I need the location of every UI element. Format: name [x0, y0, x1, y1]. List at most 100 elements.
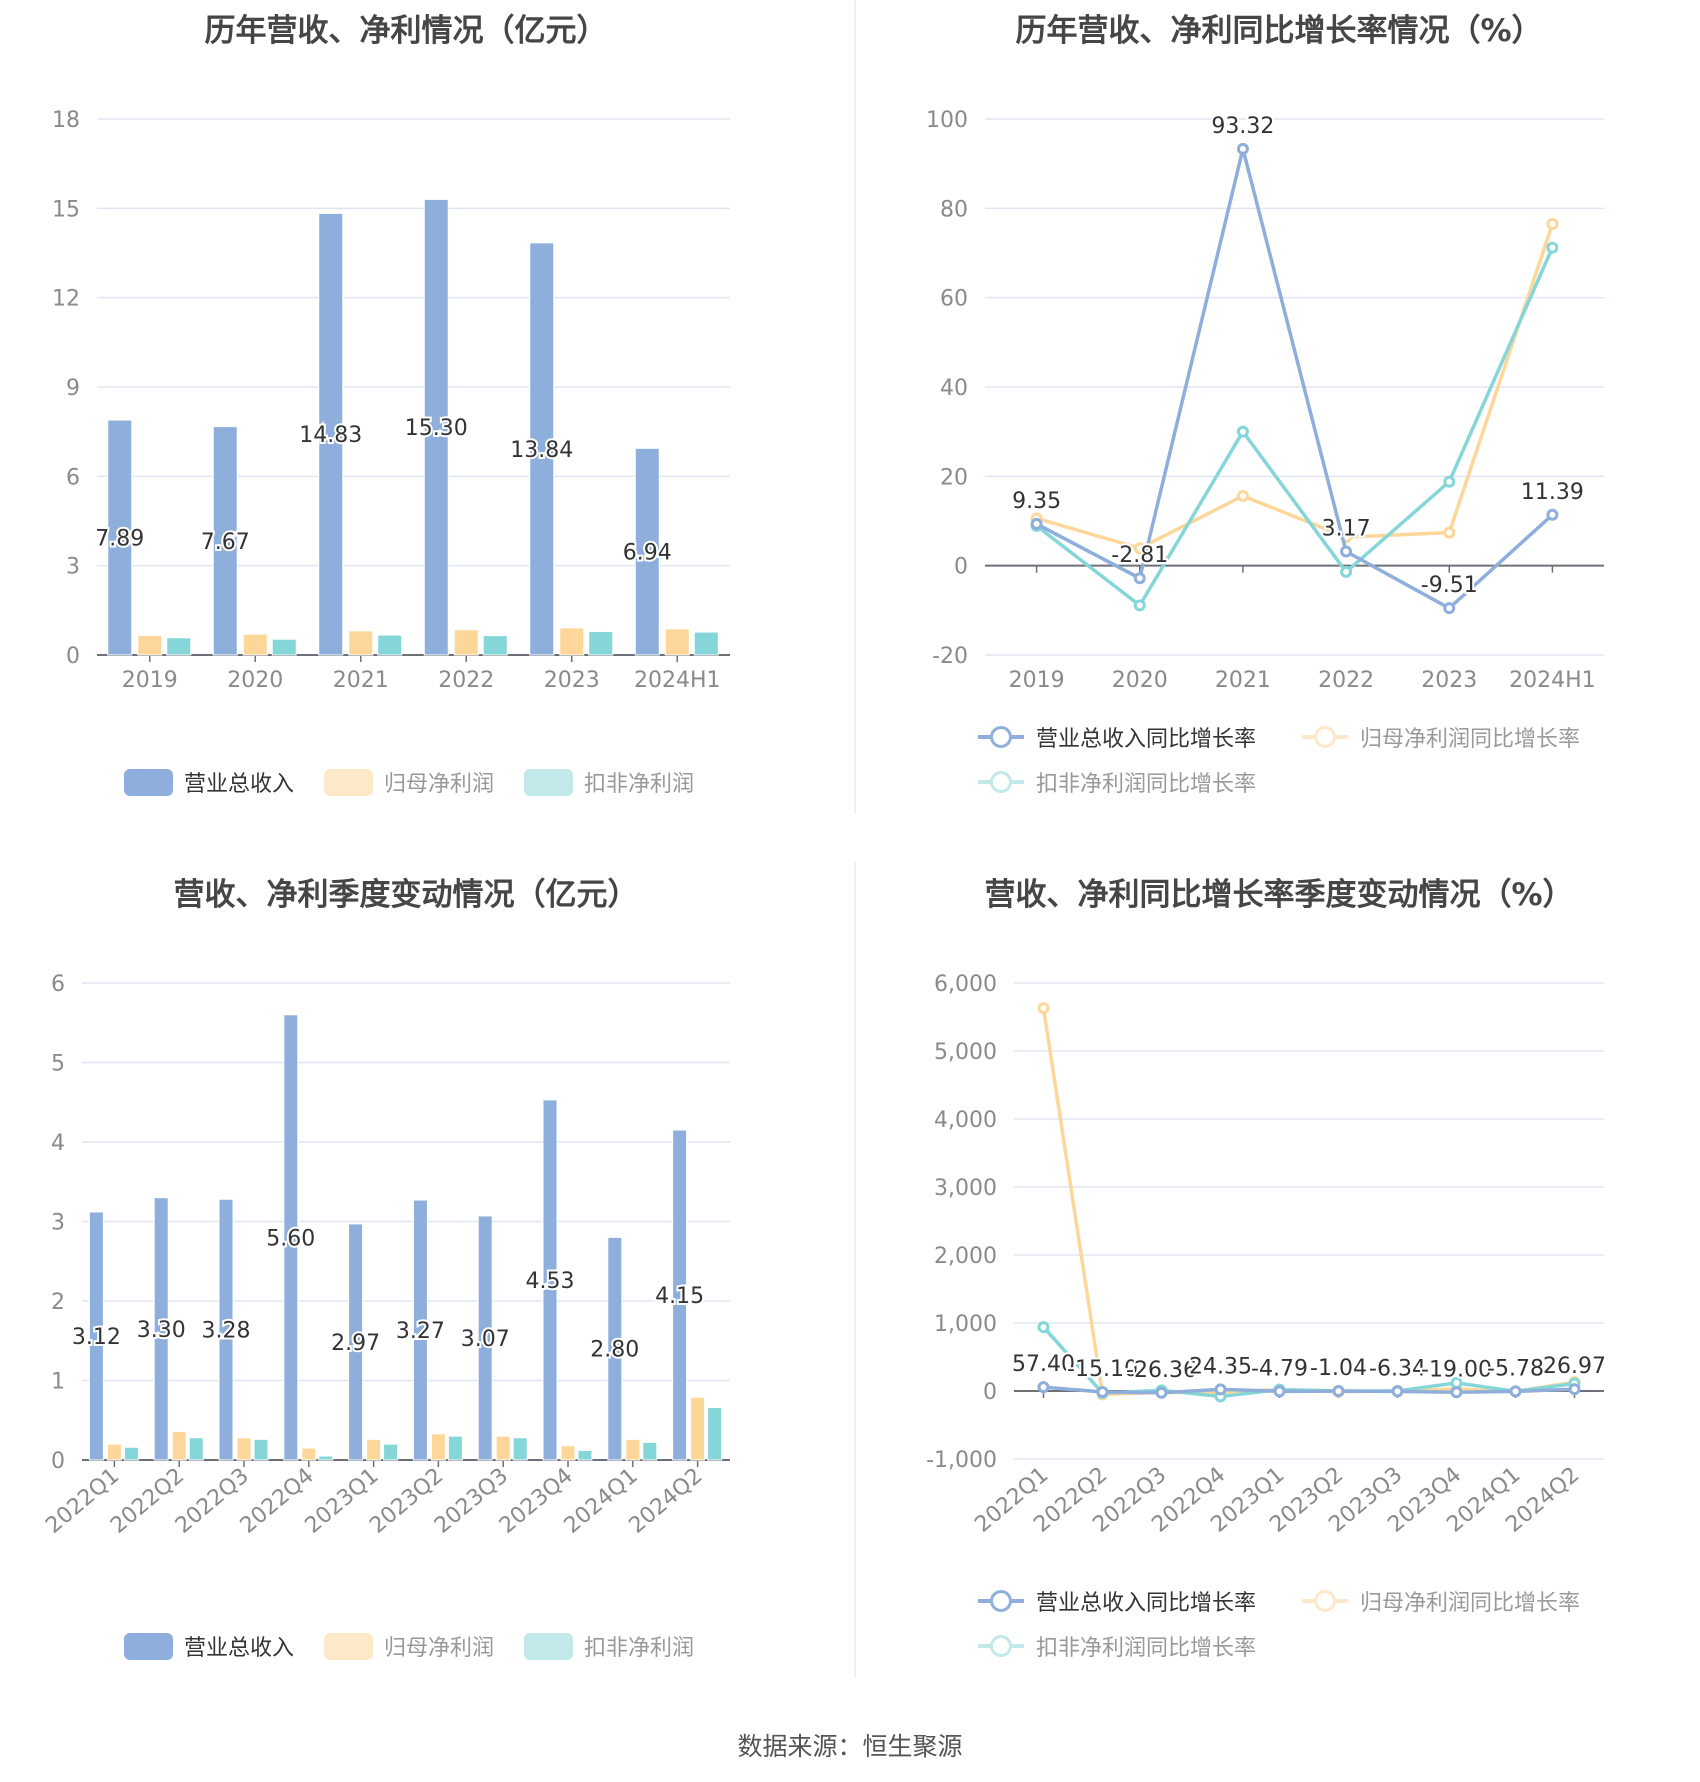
y-tick-label: 9 — [66, 376, 80, 401]
data-label: -6.34 — [1369, 1356, 1426, 1381]
y-tick-label: 3 — [66, 555, 80, 580]
bar-deducted-profit — [512, 1437, 528, 1461]
y-tick-label: 100 — [926, 108, 968, 133]
bar-revenue — [88, 1211, 104, 1461]
legend-label: 营业总收入 — [184, 772, 295, 797]
legend-label: 扣非净利润 — [584, 1636, 695, 1661]
bar-deducted-profit — [166, 637, 192, 656]
bar-deducted-profit — [447, 1435, 463, 1461]
data-label: 11.39 — [1521, 480, 1584, 505]
legend-revenue[interactable]: 营业总收入 — [124, 1630, 294, 1662]
legend-deducted-profit[interactable]: 扣非净利润 — [524, 1630, 694, 1662]
bar-net-profit — [236, 1437, 252, 1461]
legend-deducted-profit-growth[interactable]: 扣非净利润同比增长率 — [978, 1630, 1256, 1662]
bar-revenue — [477, 1215, 493, 1461]
line-point — [1030, 517, 1043, 530]
x-tick-label: 2024Q2 — [625, 1463, 708, 1538]
y-tick-label: 0 — [983, 1380, 997, 1405]
data-label: 14.83 — [299, 423, 362, 448]
y-tick-label: 5,000 — [934, 1040, 997, 1065]
line-point — [1546, 508, 1559, 521]
x-tick-label: 2023 — [1421, 668, 1477, 693]
bar-revenue — [423, 198, 449, 656]
data-label: 3.12 — [72, 1325, 121, 1350]
data-label: 9.35 — [1012, 489, 1061, 514]
chart-title-quarterly-revenue-profit: 营收、净利季度变动情况（亿元） — [173, 877, 639, 913]
bar-deducted-profit — [693, 631, 719, 656]
legend-label: 营业总收入 — [184, 1636, 295, 1661]
y-tick-label: 4,000 — [934, 1108, 997, 1133]
legend-deducted-profit[interactable]: 扣非净利润 — [524, 766, 694, 798]
data-label: 2.80 — [590, 1338, 639, 1363]
bar-net-profit — [625, 1438, 641, 1461]
legend-label: 归母净利润 — [384, 1636, 495, 1661]
bar-deducted-profit — [642, 1442, 658, 1461]
legend-label: 扣非净利润同比增长率 — [1036, 1636, 1257, 1661]
legend-net-profit-growth[interactable]: 归母净利润同比增长率 — [1302, 1585, 1580, 1617]
y-tick-label: 80 — [940, 197, 968, 222]
line-point — [1340, 565, 1353, 578]
legend-swatch-revenue-icon — [124, 1632, 173, 1660]
legend-line-circle-icon — [978, 1590, 1024, 1612]
legend-label: 归母净利润同比增长率 — [1360, 727, 1581, 752]
y-tick-label: 1,000 — [934, 1312, 997, 1337]
y-tick-label: 1 — [51, 1370, 65, 1395]
legend-label: 归母净利润 — [384, 772, 495, 797]
y-tick-label: 15 — [52, 197, 80, 222]
line-point — [1214, 1383, 1227, 1396]
data-label: 2.97 — [331, 1331, 380, 1356]
line-series-net-profit-growth — [1036, 223, 1555, 551]
bar-deducted-profit — [383, 1443, 399, 1461]
x-tick-label: 2021 — [1215, 668, 1271, 693]
bar-revenue — [212, 426, 238, 656]
chart-title-annual-revenue-profit: 历年营收、净利情况（亿元） — [204, 13, 608, 49]
legend-line-circle-icon — [978, 726, 1024, 748]
data-label: 3.28 — [202, 1319, 251, 1344]
bar-net-profit — [560, 1445, 576, 1461]
y-tick-label: 20 — [940, 465, 968, 490]
legend-label: 扣非净利润 — [584, 772, 695, 797]
data-label: 3.30 — [137, 1318, 186, 1343]
line-series-revenue-growth — [1035, 148, 1554, 611]
line-series-net-profit-growth — [1041, 1007, 1575, 1397]
bar-deducted-profit — [482, 635, 508, 656]
line-point — [1443, 526, 1456, 539]
bar-revenue — [412, 1199, 428, 1461]
legend-deducted-profit-growth[interactable]: 扣非净利润同比增长率 — [978, 766, 1256, 798]
legend-swatch-net-profit-icon — [324, 1632, 373, 1660]
legend-revenue-growth[interactable]: 营业总收入同比增长率 — [978, 721, 1256, 753]
x-tick-label: 2022 — [1318, 668, 1374, 693]
legend-net-profit-growth[interactable]: 归母净利润同比增长率 — [1302, 721, 1580, 753]
data-label: 13.84 — [510, 438, 573, 463]
bar-deducted-profit — [188, 1437, 204, 1461]
line-point — [1133, 572, 1146, 585]
legend-swatch-deducted-profit-icon — [524, 1632, 573, 1660]
bar-net-profit — [664, 628, 690, 656]
legend-revenue-growth[interactable]: 营业总收入同比增长率 — [978, 1585, 1256, 1617]
y-tick-label: 2,000 — [934, 1244, 997, 1269]
bar-net-profit — [366, 1438, 382, 1461]
chart-title-quarterly-growth: 营收、净利同比增长率季度变动情况（%） — [984, 877, 1574, 913]
bar-revenue — [634, 447, 660, 656]
y-tick-label: 5 — [51, 1052, 65, 1077]
y-tick-label: -20 — [932, 644, 968, 669]
data-label: -5.78 — [1487, 1356, 1544, 1381]
x-tick-label: 2024H1 — [1509, 668, 1596, 693]
legend-revenue[interactable]: 营业总收入 — [124, 766, 294, 798]
line-point — [1037, 1321, 1050, 1334]
x-tick-label: 2024H1 — [634, 668, 721, 693]
legend-label: 营业总收入同比增长率 — [1036, 1591, 1257, 1616]
vertical-divider-top — [854, 0, 856, 813]
x-tick-label: 2022 — [438, 668, 494, 693]
legend-net-profit[interactable]: 归母净利润 — [324, 1630, 494, 1662]
line-point — [1332, 1385, 1345, 1398]
bar-net-profit — [171, 1430, 187, 1461]
chart-title-annual-growth: 历年营收、净利同比增长率情况（%） — [1015, 13, 1543, 49]
legend-net-profit[interactable]: 归母净利润 — [324, 766, 494, 798]
line-point — [1391, 1385, 1404, 1398]
y-tick-label: 60 — [940, 287, 968, 312]
y-tick-label: 12 — [52, 287, 80, 312]
bar-revenue — [672, 1129, 688, 1461]
bar-deducted-profit — [377, 634, 403, 656]
